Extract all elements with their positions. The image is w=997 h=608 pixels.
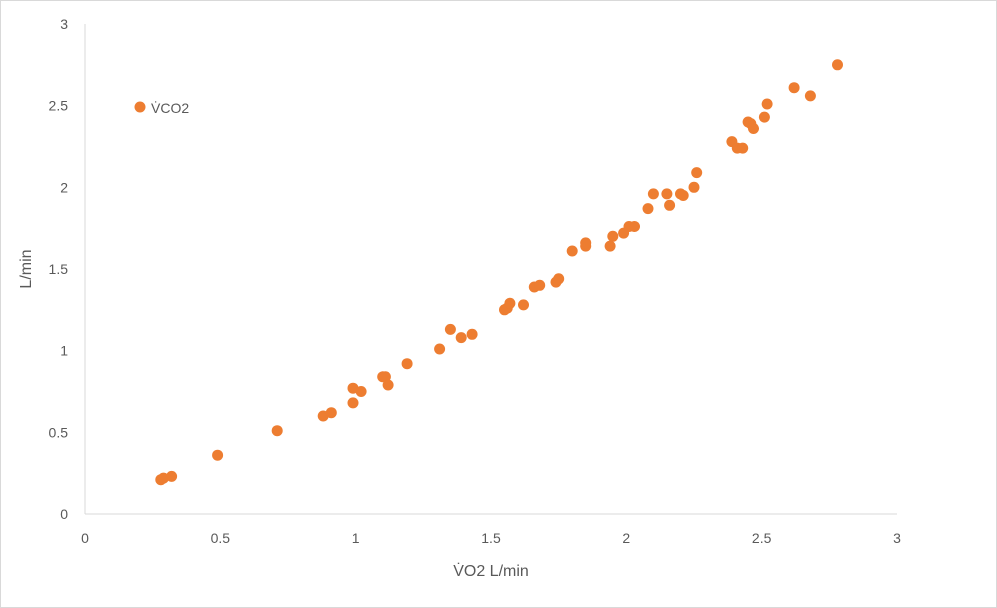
- data-point: [580, 237, 592, 249]
- data-point: [434, 343, 446, 355]
- x-axis-ticks: 0 0.5 1 1.5 2 2.5 3: [81, 530, 901, 546]
- data-point: [607, 230, 619, 242]
- y-tick-label: 2.5: [49, 98, 69, 114]
- data-point: [804, 90, 816, 102]
- data-point: [737, 142, 749, 154]
- legend-marker: [134, 101, 146, 113]
- y-axis-ticks: 0 0.5 1 1.5 2 2.5 3: [49, 16, 69, 522]
- data-point: [647, 188, 659, 200]
- legend-label: V̇CO2: [151, 100, 189, 116]
- data-point: [466, 328, 478, 340]
- x-tick-label: 1: [352, 530, 360, 546]
- data-point: [691, 167, 703, 179]
- data-point: [347, 397, 359, 409]
- data-point: [518, 299, 529, 311]
- data-point: [166, 470, 178, 482]
- data-point: [748, 123, 759, 134]
- y-axis-title: L/min: [18, 249, 35, 288]
- data-point: [504, 297, 516, 309]
- data-point: [661, 188, 673, 200]
- data-point: [401, 358, 413, 370]
- data-point: [534, 279, 546, 291]
- data-point: [788, 82, 800, 94]
- data-point: [677, 190, 689, 201]
- data-point: [325, 407, 337, 419]
- x-tick-label: 3: [893, 530, 901, 546]
- data-point: [355, 386, 367, 397]
- data-point: [629, 221, 640, 232]
- data-point: [382, 379, 394, 391]
- x-axis-title: V̇O2 L/min: [453, 562, 529, 580]
- y-tick-label: 0: [60, 506, 68, 522]
- x-tick-label: 2.5: [752, 530, 772, 546]
- data-point: [761, 98, 773, 110]
- y-tick-label: 1.5: [49, 261, 69, 277]
- data-point: [832, 59, 843, 71]
- data-point: [566, 245, 578, 257]
- data-point: [553, 273, 565, 285]
- data-point: [604, 240, 616, 252]
- data-point: [642, 203, 654, 215]
- data-point: [212, 449, 224, 461]
- legend: V̇CO2: [134, 100, 189, 116]
- x-tick-label: 2: [622, 530, 630, 546]
- y-tick-label: 0.5: [49, 424, 69, 440]
- data-point: [758, 111, 770, 123]
- data-points: [155, 59, 843, 486]
- data-point: [444, 323, 456, 335]
- x-tick-label: 1.5: [481, 530, 501, 546]
- data-point: [664, 199, 676, 211]
- y-tick-label: 1: [60, 343, 68, 359]
- data-point: [455, 332, 467, 344]
- data-point: [271, 425, 283, 437]
- y-tick-label: 3: [60, 16, 68, 32]
- data-point: [688, 181, 700, 193]
- y-tick-label: 2: [60, 179, 68, 195]
- x-tick-label: 0: [81, 530, 89, 546]
- x-tick-label: 0.5: [211, 530, 231, 546]
